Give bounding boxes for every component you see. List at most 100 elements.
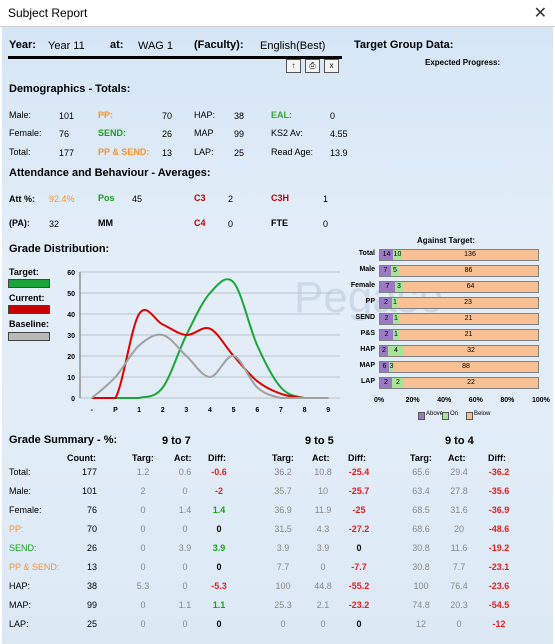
on-segment: 3	[395, 282, 403, 292]
against-target-row-label: SEND	[355, 314, 375, 321]
grade-summary-cell: 0	[216, 524, 222, 534]
grade-summary-count: 101	[81, 486, 97, 496]
grade-summary-cell: 31.6	[450, 505, 468, 515]
against-target-bar: 2 4 32	[379, 345, 539, 357]
grade-summary-row-label: SEND:	[9, 543, 37, 553]
pos-value: 45	[132, 194, 143, 204]
against-target-row-label: PP	[365, 298, 375, 305]
grade-summary-subheader: Targ:	[132, 453, 154, 463]
grade-summary-row-label: PP:	[9, 524, 24, 534]
grade-summary-cell: 76.4	[450, 581, 468, 591]
grade-summary-cell: 44.8	[314, 581, 332, 591]
demographics-label: Female:	[9, 128, 42, 138]
grade-summary-cell: 3.9	[212, 543, 226, 553]
grade-summary-cell: 68.6	[412, 524, 430, 534]
close-icon[interactable]: ✕	[533, 5, 547, 22]
above-segment: 14	[380, 250, 393, 260]
above-segment: 2	[380, 314, 393, 324]
below-segment: 88	[462, 363, 470, 370]
below-segment: 21	[464, 315, 473, 322]
demographics-value: 26	[162, 129, 173, 139]
grade-summary-cell: -25	[352, 505, 366, 515]
grade-summary-cell: 3.9	[316, 543, 330, 553]
c3h-label: C3H	[271, 193, 290, 203]
pa-value: 32	[49, 219, 60, 229]
grade-summary-subheader: Act:	[174, 453, 192, 463]
at-value: WAG 1	[138, 40, 174, 52]
grade-summary-cell: 1.4	[212, 505, 226, 515]
x-tick-label: 1	[137, 407, 141, 414]
grade-summary-count: 70	[86, 524, 97, 534]
against-target-bar: 7 5 86	[379, 265, 539, 277]
against-target-legend-label: On	[450, 411, 459, 417]
grade-summary-cell: 3.9	[178, 543, 192, 553]
c4-value: 0	[228, 219, 234, 229]
close-report-button[interactable]: x	[324, 59, 339, 73]
against-target-axis-label: 100%	[532, 397, 550, 404]
up-button[interactable]: ↑	[286, 59, 301, 73]
below-segment: 21	[464, 331, 473, 338]
grade-summary-cell: -54.5	[488, 600, 510, 610]
demographics-value: 70	[162, 111, 173, 121]
above-segment: 2	[380, 330, 393, 340]
demographics-value: 177	[59, 148, 75, 158]
y-tick-label: 10	[67, 375, 75, 382]
grade-summary-cell: -7.7	[351, 562, 367, 572]
grade-summary-cell: 100	[275, 581, 291, 591]
above-segment: 7	[380, 266, 391, 276]
c3-value: 2	[228, 194, 234, 204]
y-tick-label: 60	[67, 270, 75, 277]
print-button[interactable]: ⎙	[305, 59, 320, 73]
above-segment: 7	[380, 282, 395, 292]
grade-summary-count: 26	[86, 543, 97, 553]
against-target-row-label: HAP	[360, 346, 375, 353]
grade-summary-count: 76	[86, 505, 97, 515]
against-target-row-label: Total	[358, 250, 375, 257]
against-target-legend-swatch	[418, 412, 425, 420]
demographics-label: PP & SEND:	[98, 147, 150, 157]
demographics-label: HAP:	[194, 110, 216, 120]
series-line-target	[91, 278, 329, 399]
grade-summary-cell: 5.3	[136, 581, 150, 591]
target-group-label: Target Group Data:	[354, 39, 454, 51]
grade-summary-cell: 65.6	[412, 467, 430, 477]
grade-summary-cell: -27.2	[348, 524, 370, 534]
grade-summary-cell: -55.2	[348, 581, 370, 591]
grade-summary-cell: 0	[140, 543, 146, 553]
grade-summary-cell: 0	[356, 619, 362, 629]
grade-summary-cell: 31.5	[274, 524, 292, 534]
grade-summary-cell: 12	[415, 619, 426, 629]
x-tick-label: P	[113, 407, 118, 414]
grade-summary-cell: 74.8	[412, 600, 430, 610]
demographics-value: 4.55	[330, 129, 348, 139]
grade-summary-cell: 2	[140, 486, 146, 496]
below-segment: 22	[467, 379, 475, 386]
y-tick-label: 50	[67, 291, 75, 298]
grade-summary-row-label: PP & SEND:	[9, 562, 60, 572]
grade-summary-cell: -5.3	[211, 581, 227, 591]
against-target-axis-label: 20%	[405, 397, 420, 404]
c3h-value: 1	[323, 194, 329, 204]
pa-label: (PA):	[9, 218, 30, 228]
grade-summary-group-heading: 9 to 5	[305, 435, 334, 447]
grade-summary-cell: -36.2	[488, 467, 510, 477]
x-tick-label: 6	[255, 407, 259, 414]
grade-summary-cell: 0	[182, 562, 188, 572]
demographics-label: SEND:	[98, 128, 127, 138]
grade-summary-cell: -35.6	[488, 486, 510, 496]
at-label: at:	[110, 39, 124, 51]
grade-summary-cell: 0	[320, 562, 326, 572]
demographics-label: LAP:	[194, 147, 214, 157]
against-target-bar: 14 10 136	[379, 249, 539, 261]
grade-summary-cell: 0.6	[178, 467, 192, 477]
grade-summary-cell: 36.2	[274, 467, 292, 477]
grade-summary-subheader: Act:	[312, 453, 330, 463]
against-target-row-label: P&S	[360, 330, 375, 337]
grade-summary-cell: 0	[182, 486, 188, 496]
grade-summary-cell: 10.8	[314, 467, 332, 477]
grade-summary-cell: 7.7	[276, 562, 290, 572]
above-segment: 2	[380, 378, 392, 388]
demographics-value: 13.9	[330, 148, 348, 158]
below-segment: 23	[464, 299, 472, 306]
x-tick-label: 2	[161, 407, 165, 414]
